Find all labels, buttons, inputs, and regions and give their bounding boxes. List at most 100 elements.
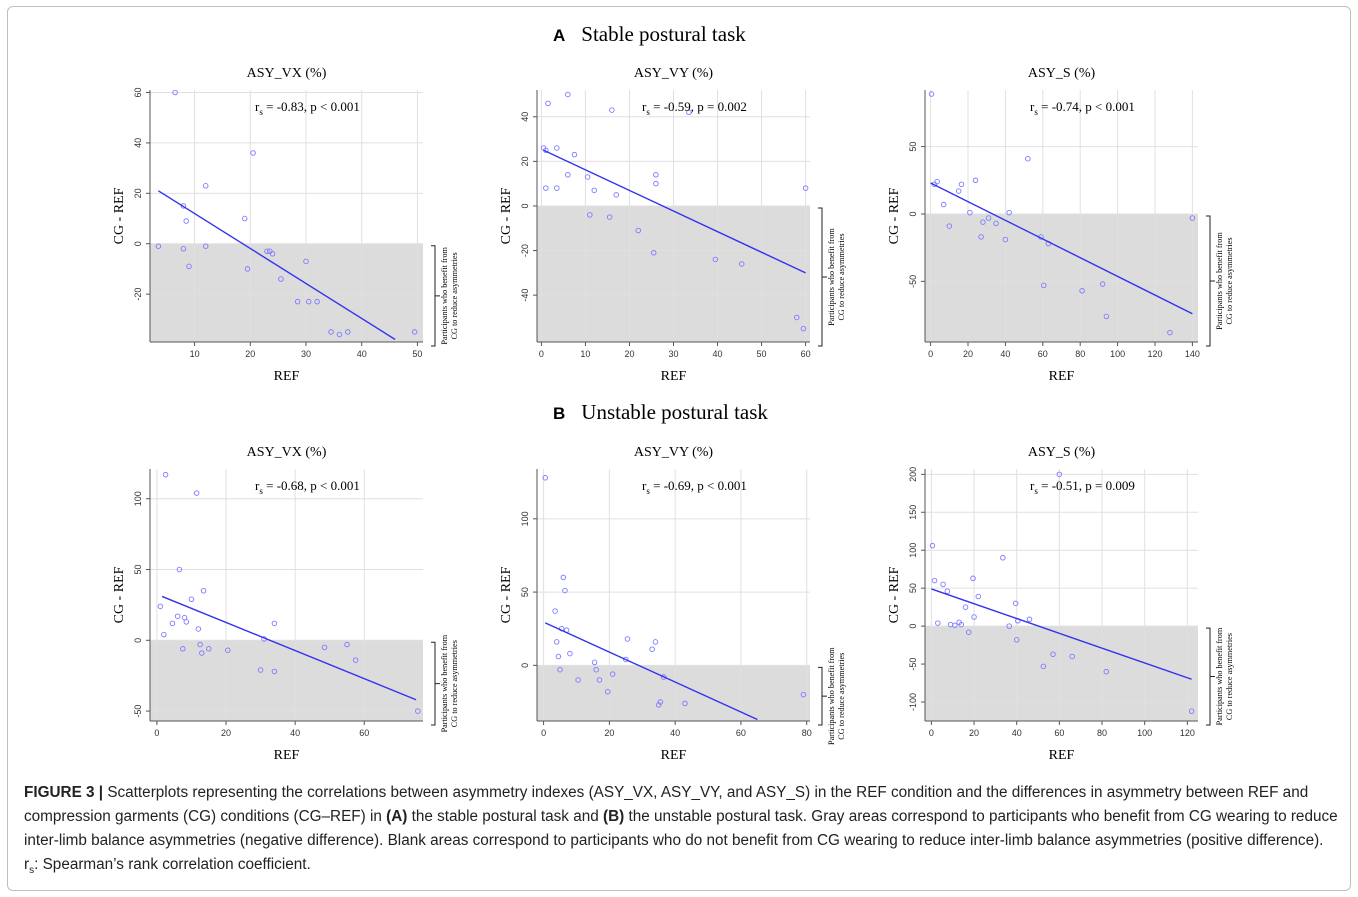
data-point	[552, 608, 558, 614]
caption-lead: FIGURE 3 |	[24, 784, 104, 801]
annotation-value: = -0.68, p < 0.001	[263, 478, 360, 493]
annotation-value: = -0.74, p < 0.001	[1038, 99, 1135, 114]
caption-sub: s	[29, 865, 35, 877]
x-tick-label: 0	[541, 728, 546, 738]
data-point	[186, 263, 192, 270]
correlation-annotation: rs = -0.74, p < 0.001	[1030, 99, 1135, 117]
y-tick-label: 0	[520, 203, 530, 208]
data-point	[278, 276, 284, 282]
chart-title: ASY_VX (%)	[247, 66, 327, 81]
annotation-r: r	[642, 99, 647, 114]
data-point	[202, 183, 209, 189]
data-point	[955, 188, 962, 194]
x-tick-label: 60	[359, 728, 369, 738]
plot-a-vy: ASY_VY (%) 0 10 20 30 40 50 60 -40 -20 0 20 40 REF CG …	[492, 57, 862, 387]
data-point	[205, 646, 212, 652]
x-axis-label: REF	[274, 748, 300, 763]
data-point	[183, 619, 190, 625]
x-tick-label: 20	[245, 349, 255, 359]
section-letter: A	[553, 26, 566, 45]
x-tick-label: 40	[357, 349, 367, 359]
data-point	[800, 691, 807, 698]
data-point	[225, 647, 231, 653]
x-tick-label: 0	[928, 349, 933, 359]
plot-b-s: ASY_S (%) 0 20 40 60 80 100 120 -100 -50 0 50 100 150…	[880, 436, 1250, 766]
data-point	[958, 621, 965, 628]
data-point	[606, 214, 613, 220]
data-point	[183, 218, 189, 224]
caption-bold-a: (A)	[386, 808, 408, 825]
chart-title: ASY_S (%)	[1028, 66, 1096, 81]
x-tick-label: 20	[963, 349, 973, 359]
x-axis-label: REF	[1049, 369, 1075, 384]
x-tick-label: 30	[668, 349, 678, 359]
data-point	[1079, 288, 1085, 294]
data-point	[415, 708, 421, 714]
caption-bold-b: (B)	[602, 808, 625, 825]
data-point	[1050, 651, 1056, 657]
data-point	[195, 626, 202, 632]
x-axis-label: REF	[274, 369, 300, 384]
data-point	[1189, 215, 1196, 221]
data-point	[609, 671, 616, 677]
data-points	[928, 91, 1196, 336]
data-point	[712, 256, 719, 263]
data-points	[157, 471, 421, 714]
data-point	[200, 588, 207, 594]
benefit-label-line1: Participants who benefit from	[827, 228, 836, 326]
correlation-annotation: rs = -0.68, p < 0.001	[255, 478, 360, 496]
data-point	[1040, 282, 1047, 289]
data-point	[978, 234, 984, 240]
data-point	[571, 151, 578, 158]
y-tick-label: 0	[133, 241, 143, 246]
negative-region	[150, 243, 423, 342]
data-point	[553, 639, 560, 645]
section-title-a: A Stable postural task	[553, 22, 746, 47]
data-point	[565, 91, 571, 98]
data-points	[540, 91, 809, 332]
y-tick-label: 20	[133, 188, 143, 198]
data-point	[1099, 281, 1106, 287]
benefit-label-line2: CG to reduce asymmetries	[837, 233, 846, 320]
data-point	[946, 223, 953, 229]
x-tick-label: 60	[801, 349, 811, 359]
data-point	[591, 187, 597, 194]
data-point	[161, 631, 167, 638]
data-point	[971, 614, 977, 620]
data-point	[609, 107, 615, 113]
data-point	[649, 646, 655, 652]
data-point	[593, 666, 599, 673]
figure-frame	[7, 6, 1351, 891]
x-tick-label: 80	[802, 728, 812, 738]
data-point	[169, 620, 176, 627]
x-tick-label: 80	[1075, 349, 1085, 359]
negative-region	[150, 640, 423, 721]
y-tick-label: 0	[133, 638, 143, 643]
data-point	[162, 471, 169, 478]
plot-a-vx: ASY_VX (%) 10 20 30 40 50 -20 0 20 40 60 REF CG - RE…	[105, 57, 475, 387]
data-point	[653, 180, 659, 187]
y-axis-label: CG - REF	[499, 566, 514, 623]
regression-line	[544, 622, 758, 721]
data-point	[1012, 600, 1019, 607]
y-tick-label: -50	[908, 658, 918, 671]
y-axis-label: CG - REF	[887, 187, 902, 244]
x-tick-label: 20	[969, 728, 979, 738]
data-point	[800, 325, 807, 332]
data-point	[794, 314, 800, 321]
regression-line	[157, 190, 396, 341]
y-tick-label: 150	[908, 505, 918, 520]
data-point	[931, 577, 938, 584]
regression-line	[930, 182, 1193, 315]
data-point	[336, 331, 343, 338]
data-point	[975, 593, 982, 600]
data-point	[584, 174, 591, 180]
x-tick-label: 50	[757, 349, 767, 359]
annotation-r: r	[1030, 478, 1035, 493]
y-tick-label: 50	[520, 587, 530, 597]
negative-region	[925, 626, 1198, 721]
x-tick-label: 40	[713, 349, 723, 359]
data-point	[411, 329, 418, 335]
benefit-bracket	[1206, 627, 1215, 726]
data-point	[623, 656, 629, 663]
